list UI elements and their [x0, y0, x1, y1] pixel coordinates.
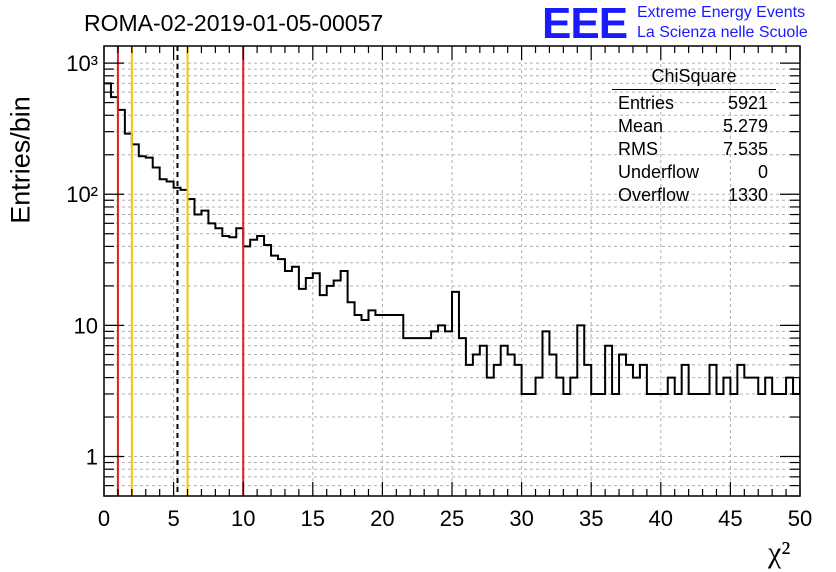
- stats-value: 0: [757, 162, 768, 182]
- stats-row-entries: Entries 5921: [612, 92, 776, 115]
- y-tick-label: 10²: [66, 182, 98, 207]
- stats-row-overflow: Overflow 1330: [612, 184, 776, 207]
- y-tick-label: 1: [86, 445, 98, 470]
- stats-row-rms: RMS 7.535: [612, 138, 776, 161]
- x-tick-label: 25: [440, 506, 464, 531]
- x-tick-label: 20: [370, 506, 394, 531]
- eee-logo: EEE: [542, 0, 628, 48]
- stats-label: Entries: [618, 93, 675, 113]
- histogram-series: [104, 82, 800, 395]
- x-tick-label: 50: [788, 506, 812, 531]
- stats-label: Underflow: [618, 162, 700, 182]
- x-tick-label: 10: [231, 506, 255, 531]
- stats-value: 7.535: [722, 139, 768, 159]
- stats-value: 5921: [727, 93, 768, 113]
- x-tick-label: 45: [718, 506, 742, 531]
- stats-title: ChiSquare: [612, 66, 776, 90]
- x-tick-label: 35: [579, 506, 603, 531]
- logo-line-1: Extreme Energy Events: [637, 4, 806, 21]
- stats-label: RMS: [618, 139, 658, 159]
- x-tick-label: 15: [301, 506, 325, 531]
- y-tick-label: 10: [74, 313, 98, 338]
- x-tick-label: 5: [167, 506, 179, 531]
- stats-value: 5.279: [722, 116, 768, 136]
- chart-title: ROMA-02-2019-01-05-00057: [84, 10, 384, 36]
- x-tick-label: 40: [649, 506, 673, 531]
- stats-row-mean: Mean 5.279: [612, 115, 776, 138]
- x-tick-label: 30: [509, 506, 533, 531]
- stats-label: Overflow: [618, 185, 690, 205]
- y-axis-label-wrap: Entries/bin: [6, 96, 36, 224]
- stats-value: 1330: [727, 185, 768, 205]
- x-axis-label: χ²: [768, 536, 791, 569]
- stats-label: Mean: [618, 116, 664, 136]
- x-tick-label: 0: [98, 506, 110, 531]
- stats-box: ChiSquare Entries 5921 Mean 5.279 RMS 7.…: [612, 66, 776, 207]
- stats-row-underflow: Underflow 0: [612, 161, 776, 184]
- logo-line-2: La Scienza nelle Scuole: [637, 24, 808, 41]
- y-tick-label: 10³: [66, 51, 98, 76]
- y-axis-label: Entries/bin: [5, 96, 36, 224]
